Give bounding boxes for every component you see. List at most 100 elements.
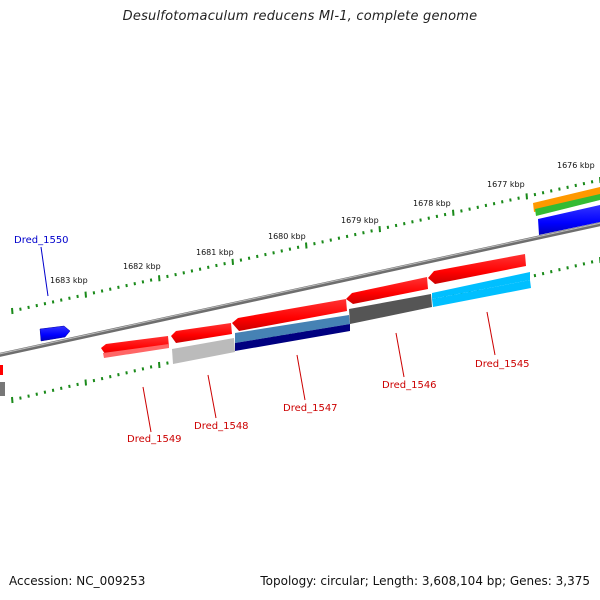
scale-tick <box>190 269 194 273</box>
scale-tick <box>354 232 357 237</box>
scale-tick <box>264 252 267 257</box>
scale-tick <box>19 307 22 311</box>
scale-tick <box>100 289 104 293</box>
scale-tick <box>501 200 504 204</box>
gene-label-dred-1548[interactable]: Dred_1548 <box>194 421 249 432</box>
scale-tick <box>256 254 259 259</box>
scale-tick <box>435 214 439 219</box>
scale-tick <box>247 256 251 260</box>
scale-tick <box>427 216 430 220</box>
scale-tick <box>51 388 55 392</box>
accession-text: Accession: NC_009253 <box>9 574 146 588</box>
scale-label-1681: 1681 kbp <box>196 248 234 257</box>
gene-dred-1550[interactable] <box>39 325 71 342</box>
gene-dred-1548[interactable] <box>171 323 232 343</box>
scale-tick <box>43 302 47 306</box>
scale-tick <box>525 193 528 200</box>
scale-tick <box>305 242 308 249</box>
scale-tick <box>590 180 594 184</box>
scale-tick <box>362 231 365 235</box>
scale-label-1680: 1680 kbp <box>268 232 306 241</box>
connector-dred-1545 <box>486 311 496 356</box>
gene-label-dred-1545[interactable]: Dred_1545 <box>475 359 530 370</box>
connector-dred-1547 <box>296 354 306 401</box>
scale-tick <box>117 285 120 290</box>
cog-band-1549 <box>103 344 169 358</box>
page-title: Desulfotomaculum reducens MI-1, complete… <box>122 9 478 24</box>
scale-tick <box>550 189 553 193</box>
scale-tick <box>558 187 561 191</box>
scale-tick <box>149 278 153 282</box>
scale-label-1678: 1678 kbp <box>413 199 451 208</box>
scale-tick <box>541 271 545 276</box>
scale-tick <box>582 181 586 186</box>
edge-marker-red <box>0 365 3 375</box>
scale-tick <box>533 192 537 197</box>
cog-band-1548 <box>172 338 235 364</box>
scale-tick <box>386 225 390 229</box>
scale-tick <box>239 258 243 262</box>
scale-tick <box>419 218 422 222</box>
scale-tick <box>223 262 226 266</box>
gene-forward-edge-blue <box>538 205 600 235</box>
scale-tick <box>68 296 71 300</box>
scale-tick <box>158 275 161 282</box>
scale-tick <box>476 205 479 209</box>
scale-tick <box>533 273 537 278</box>
scale-tick <box>174 272 177 277</box>
cog-band-1545b <box>432 280 531 307</box>
scale-tick <box>574 264 577 268</box>
scale-tick <box>68 384 71 389</box>
gene-label-dred-1546[interactable]: Dred_1546 <box>382 380 437 391</box>
scale-tick <box>566 266 569 270</box>
scale-tick <box>43 390 47 394</box>
scale-tick <box>100 376 104 381</box>
scale-tick <box>109 375 112 379</box>
scale-label-1677: 1677 kbp <box>487 180 525 189</box>
scale-tick <box>60 386 63 390</box>
scale-tick <box>509 198 512 202</box>
scale-tick <box>313 242 316 246</box>
scale-tick <box>92 378 96 383</box>
scale-tick <box>133 369 136 373</box>
scale-tick <box>296 245 300 249</box>
scale-tick <box>182 271 185 275</box>
scale-tick <box>35 303 38 308</box>
scale-tick <box>443 212 447 217</box>
cog-band-1547a <box>235 315 350 343</box>
gene-dred-1545[interactable] <box>428 254 526 284</box>
scale-tick <box>280 249 283 253</box>
scale-label-1676: 1676 kbp <box>557 161 595 170</box>
gene-label-dred-1550[interactable]: Dred_1550 <box>14 235 69 246</box>
scale-label-1679: 1679 kbp <box>341 216 379 225</box>
scale-tick <box>109 287 112 291</box>
backbone-arc <box>0 222 600 357</box>
gene-forward-edge-green <box>535 194 600 216</box>
scale-tick <box>125 283 128 288</box>
scale-tick <box>76 294 79 299</box>
scale-tick <box>198 267 202 271</box>
scale-tick <box>207 265 210 269</box>
scale-tick <box>141 280 145 284</box>
scale-tick <box>84 379 87 386</box>
scale-tick <box>590 260 594 264</box>
scale-tick <box>141 367 145 371</box>
scale-tick <box>394 223 398 228</box>
gene-dred-1546[interactable] <box>346 277 428 304</box>
gene-dred-1547[interactable] <box>232 299 347 331</box>
scale-label-1682: 1682 kbp <box>123 262 161 271</box>
cog-band-1546 <box>349 294 432 324</box>
gene-label-dred-1549[interactable]: Dred_1549 <box>127 434 182 445</box>
genome-stats-text: Topology: circular; Length: 3,608,104 bp… <box>260 574 590 588</box>
scale-tick <box>345 234 349 239</box>
scale-tick <box>370 229 373 233</box>
connector-dred-1548 <box>207 374 217 419</box>
gene-label-dred-1547[interactable]: Dred_1547 <box>283 403 338 414</box>
cog-band-1547b <box>235 324 350 351</box>
scale-tick <box>452 209 455 216</box>
scale-tick <box>337 236 341 240</box>
edge-marker-gray <box>0 382 5 396</box>
connector-dred-1546 <box>395 332 405 378</box>
scale-tick <box>329 238 332 242</box>
